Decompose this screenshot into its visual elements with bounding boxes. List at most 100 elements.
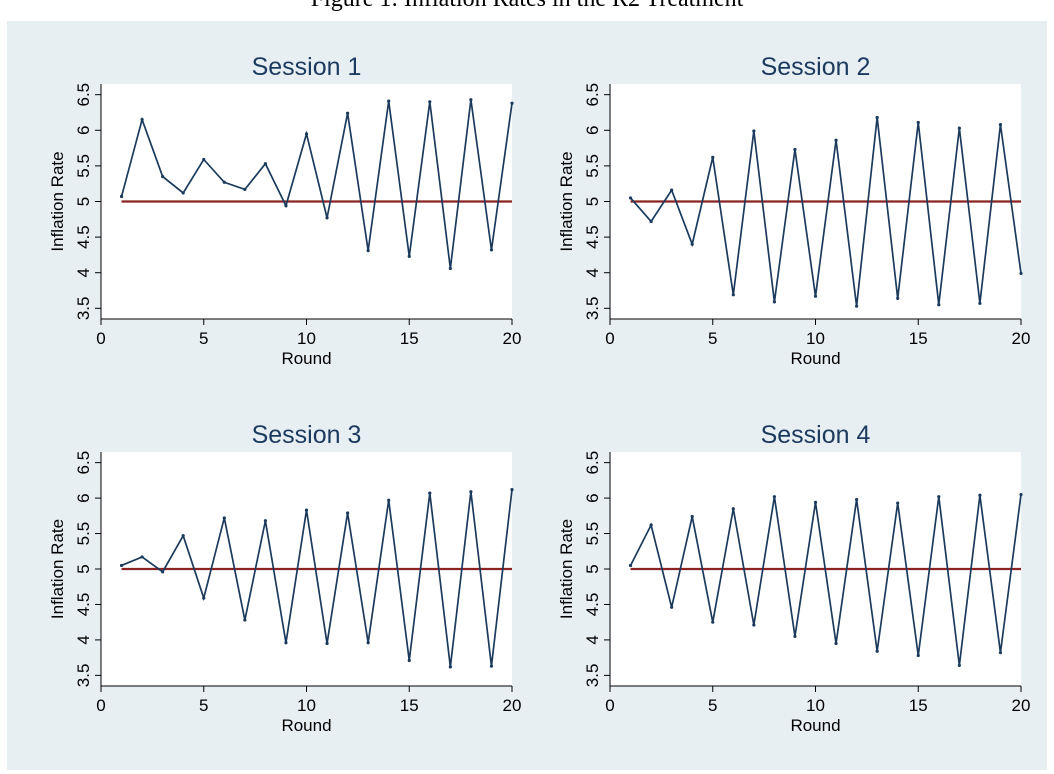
data-point [875, 649, 879, 653]
data-point [855, 304, 859, 308]
subplot-session-3: Session 3 3.5 4 4.5 5 5.5 6 6.5 0 5 10 15 20 Round Inf… [48, 421, 521, 735]
inflation-series-line [121, 489, 513, 667]
data-point [346, 111, 350, 115]
data-point [346, 511, 350, 515]
data-point [366, 641, 370, 645]
data-point [489, 248, 494, 252]
x-tick-label: 0 [605, 329, 614, 348]
x-tick-label: 15 [400, 329, 419, 348]
y-tick-label: 4 [74, 635, 93, 644]
data-point [202, 596, 206, 600]
data-point [834, 138, 838, 142]
x-tick-label: 15 [909, 696, 928, 715]
subplot-title: Session 3 [252, 421, 362, 449]
data-point [140, 118, 144, 122]
data-point [469, 98, 473, 102]
data-point [1019, 492, 1023, 497]
data-point [510, 101, 514, 105]
y-tick-label: 5.5 [583, 154, 602, 178]
data-point [510, 487, 514, 492]
x-tick-label: 20 [1012, 696, 1031, 715]
data-point [752, 623, 756, 627]
x-axis-title: Round [790, 716, 840, 735]
data-point [834, 641, 838, 646]
data-point [772, 495, 777, 499]
x-axis-title: Round [790, 349, 840, 368]
chart-grid: Session 1 3.5 4 4.5 5 5.5 6 6.5 0 5 10 15 20 Round Inf… [48, 53, 1030, 735]
data-point [304, 132, 309, 136]
data-point [957, 663, 961, 668]
y-tick-label: 3.5 [74, 296, 93, 320]
data-point [772, 300, 777, 304]
data-point [140, 555, 144, 559]
x-tick-label: 20 [503, 696, 522, 715]
subplot-title: Session 1 [252, 53, 362, 81]
data-point [263, 162, 267, 166]
data-point [649, 523, 653, 527]
x-tick-label: 5 [199, 329, 208, 348]
y-tick-label: 6 [74, 126, 93, 135]
y-tick-label: 6.5 [583, 451, 602, 475]
inflation-series-line [629, 494, 1022, 666]
x-tick-label: 10 [806, 696, 825, 715]
data-point [407, 254, 411, 258]
subplot-session-1: Session 1 3.5 4 4.5 5 5.5 6 6.5 0 5 10 15 20 Round Inf… [48, 53, 521, 368]
data-point [428, 491, 432, 495]
y-tick-label: 5.5 [74, 522, 93, 546]
y-tick-label: 4 [74, 268, 93, 277]
y-tick-label: 6 [583, 493, 602, 502]
data-point [813, 500, 818, 504]
chart-panel: Session 1 3.5 4 4.5 5 5.5 6 6.5 0 5 10 15 20 Round Inf… [7, 21, 1047, 770]
data-point [243, 618, 247, 622]
data-point [896, 501, 900, 505]
data-point [916, 653, 920, 658]
x-tick-label: 0 [96, 329, 105, 348]
x-tick-label: 15 [400, 696, 419, 715]
data-point [489, 664, 494, 668]
data-point [793, 147, 797, 152]
data-point [896, 296, 900, 300]
x-tick-label: 0 [605, 696, 614, 715]
y-tick-label: 4.5 [583, 225, 602, 249]
data-point [469, 490, 473, 494]
y-tick-label: 3.5 [583, 296, 602, 320]
subplot-title: Session 2 [761, 53, 871, 81]
y-tick-label: 6.5 [74, 83, 93, 107]
x-axis-title: Round [281, 716, 331, 735]
inflation-series-line [629, 117, 1022, 307]
y-tick-label: 4.5 [74, 593, 93, 617]
data-point [711, 620, 715, 624]
y-tick-label: 4 [583, 268, 602, 277]
x-tick-label: 5 [708, 696, 717, 715]
y-tick-label: 5 [74, 564, 93, 573]
x-tick-label: 0 [96, 696, 105, 715]
data-point [304, 508, 309, 512]
x-tick-label: 5 [199, 696, 208, 715]
data-point [937, 303, 941, 307]
data-point [998, 122, 1003, 127]
data-point [916, 120, 920, 125]
y-tick-label: 3.5 [583, 664, 602, 688]
data-point [978, 301, 982, 305]
data-point [448, 266, 452, 271]
data-point [161, 570, 165, 574]
data-point [978, 493, 982, 497]
subplot-session-2: Session 2 3.5 4 4.5 5 5.5 6 6.5 0 5 10 15 20 Round Inf… [557, 53, 1030, 368]
data-point [731, 507, 735, 511]
y-axis-title: Inflation Rate [557, 519, 576, 619]
y-tick-label: 5 [583, 564, 602, 573]
data-point [325, 641, 329, 646]
x-tick-label: 10 [297, 329, 316, 348]
subplot-session-4: Session 4 3.5 4 4.5 5 5.5 6 6.5 0 5 10 15 20 Round Inf… [557, 421, 1030, 735]
data-point [998, 651, 1003, 655]
data-point [813, 294, 818, 298]
y-tick-label: 6 [74, 493, 93, 502]
data-point [202, 157, 206, 162]
x-tick-label: 20 [1012, 329, 1031, 348]
data-point [957, 126, 961, 130]
y-axis-title: Inflation Rate [48, 519, 67, 619]
data-point [628, 563, 633, 568]
data-point [690, 514, 694, 519]
x-tick-label: 20 [503, 329, 522, 348]
x-axis-title: Round [281, 349, 331, 368]
